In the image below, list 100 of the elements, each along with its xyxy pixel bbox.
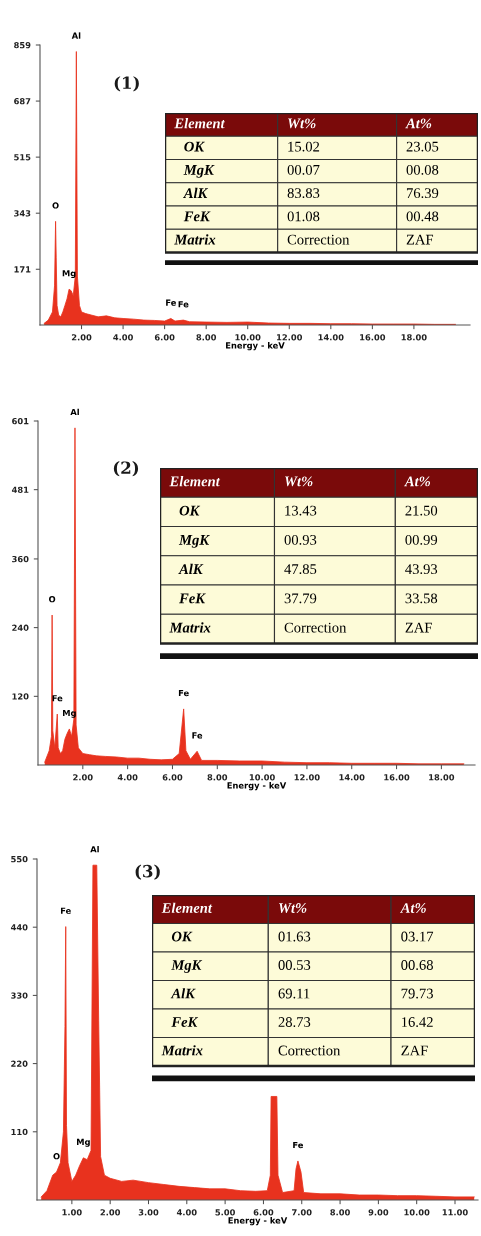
annotation: 37.79 xyxy=(284,593,317,604)
annotation: 16.42 xyxy=(401,1017,433,1027)
annotation: Element xyxy=(169,476,221,487)
annotation: Fe xyxy=(178,689,189,697)
x-tick-label: 8.00 xyxy=(330,1209,350,1216)
annotation: Fe xyxy=(192,732,203,739)
annotation: Element xyxy=(174,118,225,129)
x-tick-label: 6.00 xyxy=(253,1209,274,1216)
annotation: Fe xyxy=(61,907,71,914)
annotation: 47.85 xyxy=(284,564,317,575)
annotation: Element xyxy=(161,902,213,913)
y-tick-label: 220 xyxy=(11,1060,28,1067)
annotation: 28.73 xyxy=(278,1017,311,1027)
y-tick-label: 110 xyxy=(11,1128,28,1136)
y-tick-label: 343 xyxy=(14,210,31,217)
annotation: ZAF xyxy=(401,1045,428,1056)
annotation: 00.53 xyxy=(278,960,311,970)
x-tick-label: 3.00 xyxy=(138,1209,159,1216)
annotation: 01.08 xyxy=(287,211,320,222)
annotation: Matrix xyxy=(161,1045,203,1056)
y-tick-label: 859 xyxy=(14,41,31,49)
annotation: 21.50 xyxy=(405,505,438,516)
annotation: OK xyxy=(184,141,205,152)
annotation: 00.08 xyxy=(406,164,439,175)
annotation: 15.02 xyxy=(288,141,320,152)
y-tick-label: 550 xyxy=(11,855,28,863)
x-tick-label: 14.00 xyxy=(339,774,365,781)
annotation: 00.68 xyxy=(401,960,433,970)
annotation: Fe xyxy=(293,1142,304,1149)
annotation: OK xyxy=(171,931,193,942)
annotation: Correction xyxy=(278,1045,341,1056)
annotation: AlK xyxy=(183,187,209,198)
annotation: FeK xyxy=(179,593,206,604)
annotation: AlK xyxy=(178,563,204,574)
annotation: 00.99 xyxy=(405,534,438,545)
x-tick-label: 2.00 xyxy=(71,334,92,341)
x-tick-label: 6.00 xyxy=(154,334,175,341)
y-tick-label: 360 xyxy=(12,555,29,563)
annotation: O xyxy=(48,596,56,603)
y-tick-label: 171 xyxy=(14,266,31,273)
annotation: 69.11 xyxy=(278,988,310,999)
x-tick-label: 16.00 xyxy=(360,334,386,341)
x-tick-label: 10.00 xyxy=(235,334,261,341)
x-tick-label: 11.00 xyxy=(442,1209,468,1216)
x-tick-label: 18.00 xyxy=(401,334,427,341)
annotation: MgK xyxy=(178,535,210,548)
x-tick-label: 12.00 xyxy=(294,774,320,781)
annotation: At% xyxy=(399,903,426,913)
x-tick-label: 4.00 xyxy=(113,334,133,341)
annotation: O xyxy=(53,1153,60,1160)
x-tick-label: 4.00 xyxy=(176,1209,197,1216)
x-tick-label: 2.00 xyxy=(100,1209,121,1216)
annotation: 01.63 xyxy=(278,931,311,942)
annotation: Al xyxy=(71,32,81,39)
annotation: Mg xyxy=(77,1138,90,1147)
x-tick-label: 18.00 xyxy=(429,774,455,781)
y-tick-label: 515 xyxy=(14,154,31,161)
annotation: Fe xyxy=(166,299,176,306)
y-tick-label: 330 xyxy=(11,992,28,999)
x-tick-label: 10.00 xyxy=(249,774,275,781)
annotation: 00.93 xyxy=(284,534,317,545)
annotation: MgK xyxy=(183,165,215,178)
annotation: 23.05 xyxy=(406,141,439,152)
annotation: Wt% xyxy=(278,903,307,913)
x-tick-label: 14.00 xyxy=(318,334,344,341)
annotation: Matrix xyxy=(174,234,216,245)
annotation: FeK xyxy=(183,211,211,222)
annotation: (1) xyxy=(114,76,139,92)
annotation: 00.07 xyxy=(287,164,320,175)
annotation: (3) xyxy=(135,864,160,880)
annotation: At% xyxy=(405,118,432,129)
x-tick-label: 8.00 xyxy=(196,334,217,341)
x-tick-label: 8.00 xyxy=(207,774,228,781)
annotation: ZAF xyxy=(406,234,434,245)
x-tick-label: 6.00 xyxy=(162,774,183,781)
annotation: Wt% xyxy=(288,118,316,129)
annotation: AlK xyxy=(170,988,196,999)
x-tick-label: 2.00 xyxy=(73,774,93,781)
x-tick-label: 5.00 xyxy=(215,1209,236,1216)
annotation: Matrix xyxy=(169,622,211,633)
x-tick-label: 7.00 xyxy=(292,1209,312,1216)
annotation: 43.93 xyxy=(405,564,438,575)
annotation: Wt% xyxy=(285,476,313,487)
annotation: FeK xyxy=(171,1017,199,1027)
x-tick-label: 4.00 xyxy=(117,774,138,781)
y-tick-label: 240 xyxy=(12,624,29,631)
annotation: Al xyxy=(90,846,99,853)
annotation: Fe xyxy=(178,301,189,308)
annotation: At% xyxy=(404,476,431,487)
annotation: Correction xyxy=(284,622,347,633)
y-tick-label: 120 xyxy=(12,693,29,700)
annotation: 00.48 xyxy=(406,211,439,222)
annotation: 03.17 xyxy=(401,931,434,942)
annotation: 76.39 xyxy=(406,188,439,199)
annotation: 83.83 xyxy=(287,188,320,199)
y-tick-label: 687 xyxy=(14,98,31,105)
annotation: 33.58 xyxy=(405,593,438,604)
x-axis-title: Energy - keV xyxy=(227,782,287,791)
y-tick-label: 601 xyxy=(12,417,29,425)
annotation: OK xyxy=(179,505,201,516)
